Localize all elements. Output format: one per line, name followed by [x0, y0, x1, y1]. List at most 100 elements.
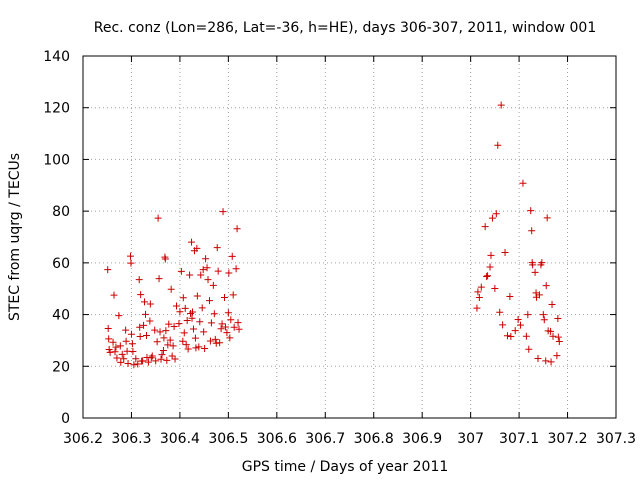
data-point: [152, 357, 160, 365]
data-point: [535, 291, 543, 299]
data-point: [555, 337, 563, 345]
data-point: [183, 317, 191, 325]
data-point: [127, 330, 135, 338]
data-point: [525, 345, 533, 353]
data-point: [221, 323, 229, 331]
data-point: [175, 320, 183, 328]
data-point: [531, 268, 539, 276]
data-point: [207, 319, 215, 327]
data-point: [122, 337, 130, 345]
data-point: [110, 291, 118, 299]
data-point: [220, 294, 228, 302]
data-point: [225, 269, 233, 277]
data-point: [519, 179, 527, 187]
data-point: [223, 329, 231, 337]
data-point: [499, 321, 507, 329]
data-point: [137, 291, 145, 299]
data-point: [484, 272, 492, 280]
data-point: [488, 214, 496, 222]
data-point: [205, 297, 213, 305]
x-tick-label: 307.2: [547, 431, 587, 447]
data-point: [163, 356, 171, 364]
x-tick-label: 306.7: [305, 431, 345, 447]
x-tick-labels: 306.2 306.3 306.4 306.5 306.6 306.7 306.8 306.9…: [63, 431, 636, 447]
data-point: [173, 302, 181, 310]
data-point: [156, 328, 164, 336]
data-point: [104, 266, 112, 274]
y-tick-label: 140: [43, 49, 70, 65]
data-point: [227, 316, 235, 324]
x-tick-label: 307: [457, 431, 484, 447]
data-point: [210, 310, 218, 318]
y-tick-label: 60: [52, 256, 70, 272]
data-point: [164, 341, 172, 349]
data-point: [228, 252, 236, 260]
data-point: [547, 358, 555, 366]
data-point: [527, 207, 535, 215]
data-point: [168, 352, 176, 360]
data-point: [105, 335, 113, 343]
data-point: [136, 333, 144, 341]
data-point: [218, 320, 226, 328]
data-point: [235, 325, 243, 333]
data-point: [217, 325, 225, 333]
data-point: [492, 210, 500, 218]
data-point: [522, 332, 530, 340]
data-point: [142, 310, 150, 318]
data-point: [189, 308, 197, 316]
data-point: [501, 249, 509, 257]
y-tick-label: 80: [52, 204, 70, 220]
data-point: [109, 338, 117, 346]
data-point: [542, 357, 550, 365]
axis-ticks: [82, 55, 617, 419]
data-point: [146, 317, 154, 325]
data-point: [232, 265, 240, 273]
data-point: [146, 300, 154, 308]
data-point: [129, 348, 137, 356]
data-point: [503, 332, 511, 340]
data-point: [497, 101, 505, 109]
data-point: [166, 336, 174, 344]
data-point: [151, 326, 159, 334]
data-point: [542, 282, 550, 290]
data-point: [157, 355, 165, 363]
data-point: [188, 238, 196, 246]
data-point: [547, 327, 555, 335]
data-point: [169, 342, 177, 350]
data-points: [104, 101, 563, 369]
data-point: [197, 271, 205, 279]
plot-frame: [82, 55, 617, 419]
data-point: [554, 314, 562, 322]
x-tick-label: 306.8: [354, 431, 394, 447]
data-point: [538, 259, 546, 267]
data-point: [140, 321, 148, 329]
data-point: [141, 298, 149, 306]
data-point: [548, 300, 556, 308]
data-point: [153, 338, 161, 346]
data-point: [201, 344, 209, 352]
y-tick-label: 20: [52, 359, 70, 375]
data-point: [115, 312, 123, 320]
data-point: [528, 227, 536, 235]
data-point: [154, 214, 162, 222]
data-point: [211, 335, 219, 343]
data-point: [134, 360, 142, 368]
data-point: [229, 291, 237, 299]
data-point: [213, 244, 221, 252]
data-point: [506, 292, 514, 300]
data-point: [179, 294, 187, 302]
data-point: [507, 333, 515, 341]
data-point: [186, 271, 194, 279]
data-point: [162, 327, 170, 335]
data-point: [233, 225, 241, 233]
data-point: [127, 259, 135, 267]
x-tick-label: 306.6: [257, 431, 297, 447]
x-tick-label: 306.3: [111, 431, 151, 447]
data-point: [126, 252, 134, 260]
data-point: [196, 318, 204, 326]
data-point: [147, 354, 155, 362]
data-point: [529, 261, 537, 269]
data-point: [524, 311, 532, 319]
data-point: [487, 251, 495, 259]
